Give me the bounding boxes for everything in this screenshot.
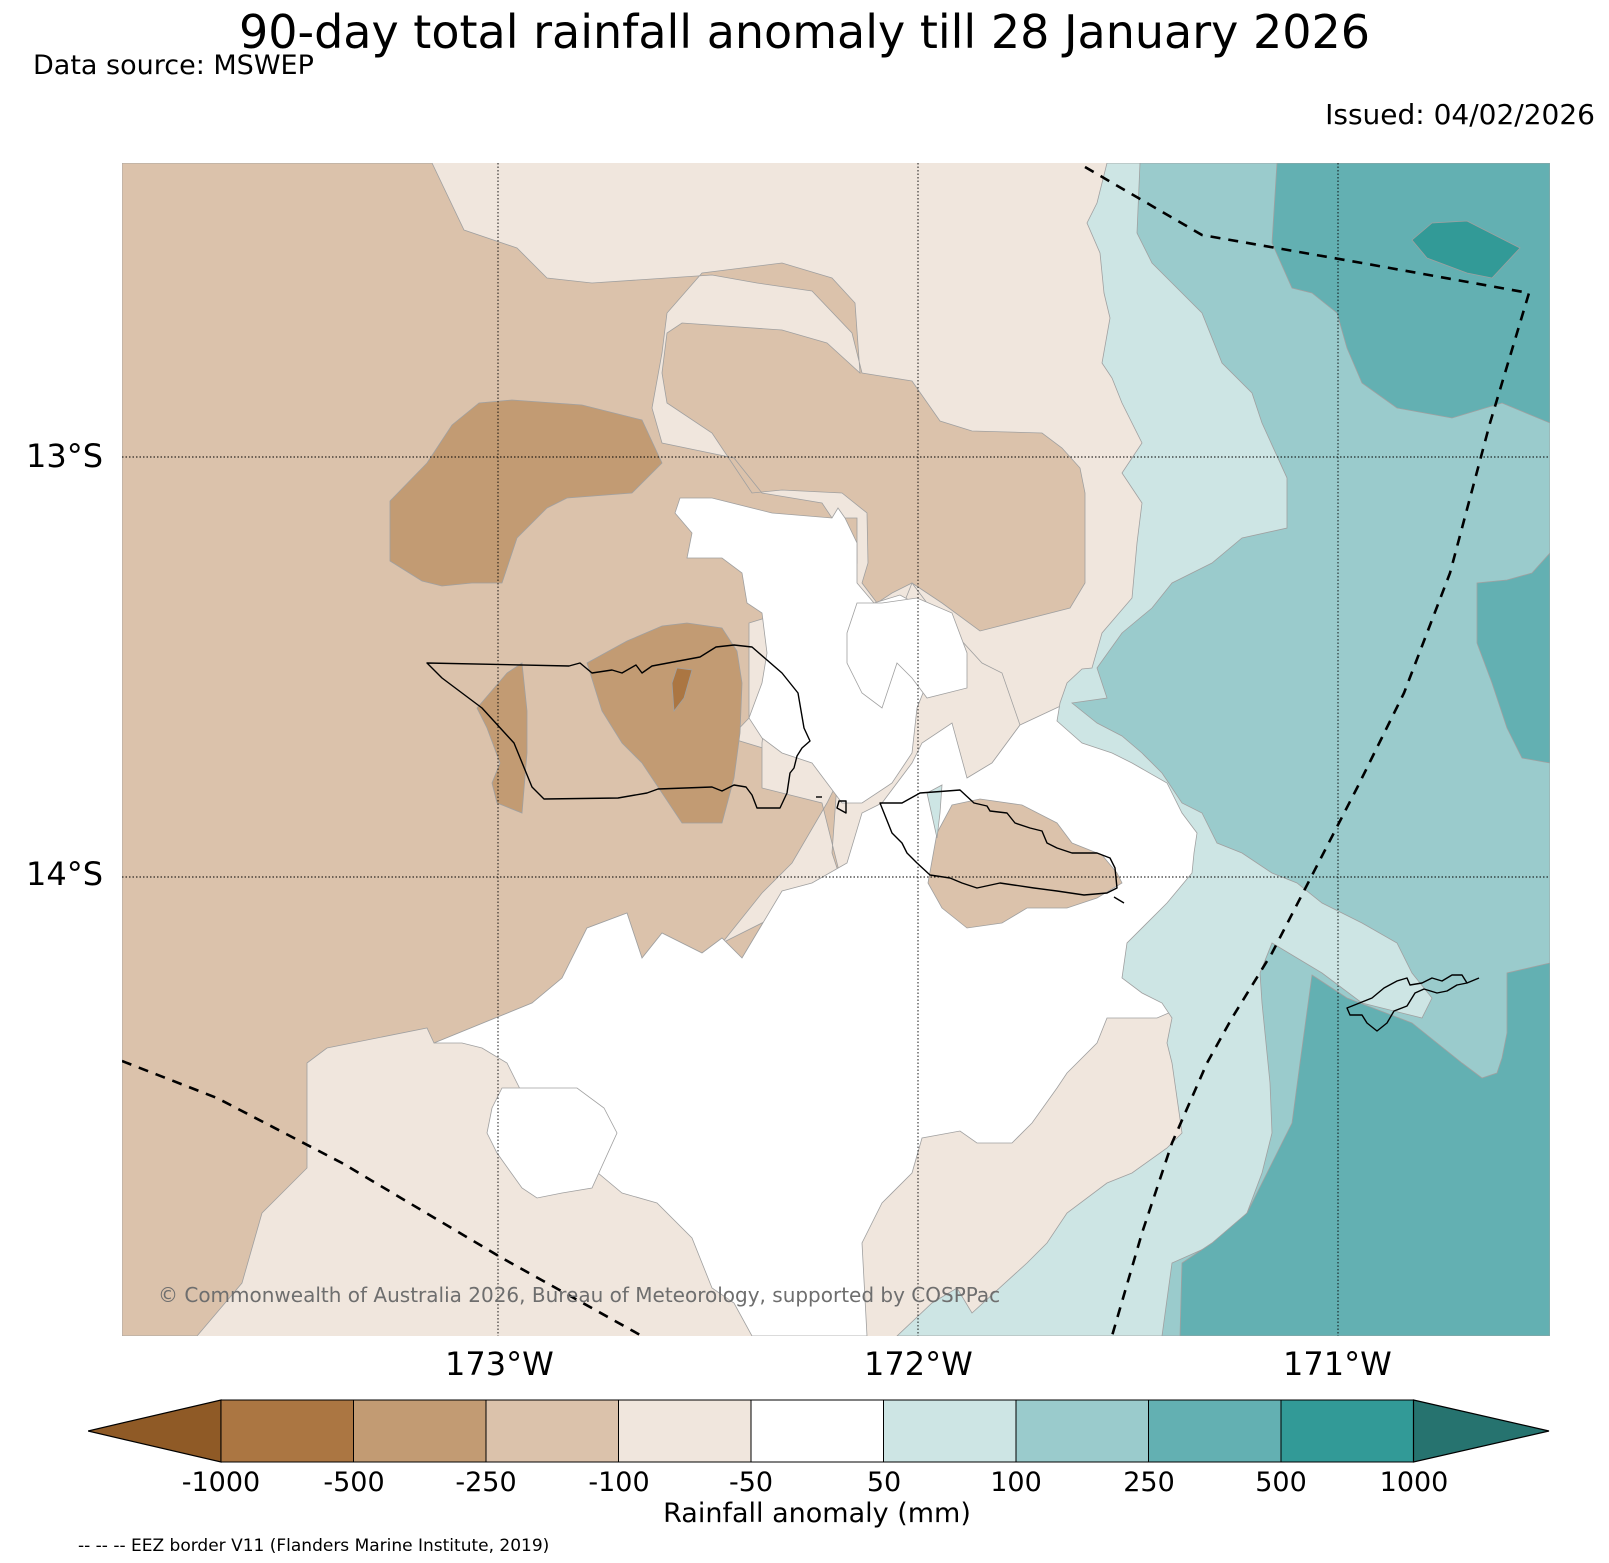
cb-tick-1000: 1000 <box>1379 1467 1449 1498</box>
cb-segment-2 <box>353 1399 487 1463</box>
cb-tick-minus250: -250 <box>455 1467 517 1498</box>
cb-tick-minus1000: -1000 <box>181 1467 261 1498</box>
band-minus500-to-minus250-upolu <box>586 622 743 824</box>
copyright-notice: © Commonwealth of Australia 2026, Bureau… <box>158 1283 1001 1307</box>
tutuila-tail <box>1466 977 1480 984</box>
lat-label-14s: 14°S <box>26 855 104 893</box>
tutuila-coastline <box>1346 974 1468 1032</box>
band-500-to-1000 <box>1411 220 1521 279</box>
data-source: Data source: MSWEP <box>33 50 314 81</box>
eez-border <box>122 165 1531 1336</box>
map-title: 90-day total rainfall anomaly till 28 Ja… <box>238 5 1371 59</box>
band-minus50-to-50-north <box>674 497 951 804</box>
band-minus250-to-minus100-savaii <box>927 798 1123 929</box>
savaii-coastline <box>426 644 811 809</box>
band-minus50-to-50-island-center <box>846 597 968 709</box>
eez-legend-note: -- -- -- EEZ border V11 (Flanders Marine… <box>78 1536 550 1556</box>
colorbar <box>88 1399 1550 1463</box>
cb-tick-100: 100 <box>990 1467 1042 1498</box>
band-250-to-500-south <box>1179 962 1550 1336</box>
cb-segment-8 <box>1148 1399 1282 1463</box>
cb-tick-minus50: -50 <box>728 1467 774 1498</box>
upolu-coastline <box>879 789 1118 896</box>
lon-label-172w: 172°W <box>864 1345 973 1383</box>
cb-tick-250: 250 <box>1123 1467 1175 1498</box>
issued-date: Issued: 04/02/2026 <box>1325 98 1595 131</box>
cb-segment-1 <box>220 1399 354 1463</box>
cb-tick-minus500: -500 <box>323 1467 385 1498</box>
band-minus1000-to-minus500 <box>671 667 693 713</box>
band-minus50-to-50-southwest-hole <box>486 1087 618 1199</box>
coastlines <box>426 644 1480 1032</box>
cb-tick-50: 50 <box>866 1467 902 1498</box>
colorbar-label: Rainfall anomaly (mm) <box>663 1498 971 1529</box>
cb-tick-minus100: -100 <box>588 1467 650 1498</box>
cb-segment-5 <box>750 1399 884 1463</box>
graticule <box>122 163 1550 1336</box>
band-minus500-to-minus250-west <box>476 662 528 814</box>
small-islet-line-east <box>1113 896 1125 904</box>
cb-segment-6 <box>883 1399 1017 1463</box>
cb-segment-4 <box>618 1399 752 1463</box>
cb-extend-high <box>1412 1399 1550 1463</box>
band-50-to-100-islet <box>926 784 943 839</box>
lon-label-173w: 173°W <box>445 1345 554 1383</box>
lon-label-171w: 171°W <box>1283 1345 1392 1383</box>
band-250-to-500-east <box>1476 552 1550 764</box>
band-minus500-to-minus250-north <box>389 399 663 587</box>
cb-segment-9 <box>1280 1399 1414 1463</box>
cb-segment-3 <box>485 1399 619 1463</box>
cb-extend-low <box>88 1399 222 1463</box>
manono-islet <box>836 800 847 814</box>
lat-label-13s: 13°S <box>26 437 104 475</box>
cb-segment-7 <box>1015 1399 1149 1463</box>
rainfall-anomaly-map <box>122 163 1550 1336</box>
cb-tick-500: 500 <box>1255 1467 1307 1498</box>
